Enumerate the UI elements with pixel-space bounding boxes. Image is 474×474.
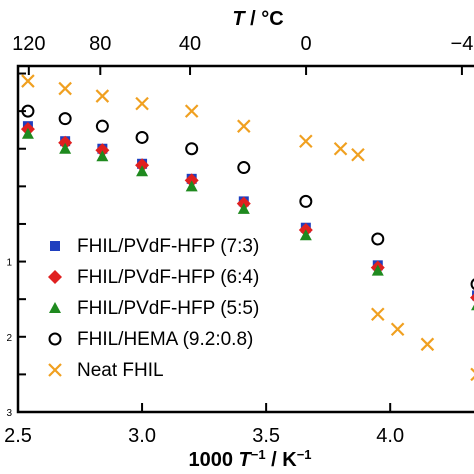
data-point xyxy=(95,89,110,103)
legend-label: FHIL/PVdF-HFP (5:5) xyxy=(77,298,259,319)
legend-marker xyxy=(49,302,61,313)
legend-item: FHIL/HEMA (9.2:0.8) xyxy=(48,329,253,350)
bottom-axis: 2.5 3.0 3.5 4.0 xyxy=(4,403,404,447)
series-1 xyxy=(20,122,474,302)
x-tick-label: 3.0 xyxy=(128,425,156,447)
data-point xyxy=(59,142,72,154)
x-stroke xyxy=(95,89,110,103)
legend-label: FHIL/PVdF-HFP (6:4) xyxy=(77,267,259,288)
x-stroke xyxy=(48,363,62,377)
data-point xyxy=(135,96,149,111)
top-tick-label: −4 xyxy=(451,33,474,55)
data-point xyxy=(184,104,199,118)
top-axis-title: T / °C xyxy=(232,8,283,30)
x-axis-title: 1000 T−1 / K−1 xyxy=(188,447,311,472)
x-tick-label: 4.0 xyxy=(376,425,404,447)
x-stroke xyxy=(135,96,149,111)
x-stroke xyxy=(420,337,435,352)
data-point xyxy=(390,322,405,337)
top-axis: 120 80 40 0 −4 xyxy=(12,33,473,75)
series-4 xyxy=(21,74,474,382)
data-point xyxy=(184,173,199,188)
top-tick-label: 0 xyxy=(301,33,312,55)
title-part: 1000 xyxy=(188,449,238,471)
data-point xyxy=(237,202,250,214)
x-tick-label: 2.5 xyxy=(4,425,32,447)
title-part: −1 xyxy=(297,447,312,462)
data-point xyxy=(21,104,35,118)
left-axis: 1 2 3 xyxy=(6,72,26,419)
data-point xyxy=(351,147,365,162)
legend-marker xyxy=(48,332,62,346)
x-stroke xyxy=(333,141,348,156)
legend-label: FHIL/HEMA (9.2:0.8) xyxy=(77,329,253,350)
x-stroke xyxy=(21,74,35,88)
data-point xyxy=(21,127,34,139)
data-point xyxy=(470,293,474,302)
legend-label: FHIL/PVdF-HFP (7:3) xyxy=(77,236,259,257)
legend-item: Neat FHIL xyxy=(48,360,164,381)
x-tick-label: 3.5 xyxy=(252,425,280,447)
data-point xyxy=(135,158,150,173)
data-point xyxy=(299,194,313,208)
data-point xyxy=(135,130,149,144)
x-stroke xyxy=(470,367,474,373)
series-2 xyxy=(21,127,474,311)
legend-marker xyxy=(50,241,60,251)
title-part: / K xyxy=(266,449,298,471)
x-stroke xyxy=(371,307,385,321)
legend-item: FHIL/PVdF-HFP (7:3) xyxy=(50,236,259,257)
title-part: T xyxy=(239,449,253,471)
markers xyxy=(20,74,474,382)
top-tick-label: 40 xyxy=(179,33,201,55)
data-point xyxy=(237,119,251,133)
y-tick-label: 3 xyxy=(6,408,12,419)
legend-marker xyxy=(48,363,62,377)
data-point xyxy=(470,367,474,382)
y-tick-label: 2 xyxy=(6,333,12,344)
x-stroke xyxy=(390,322,405,337)
data-point xyxy=(58,112,72,126)
data-point xyxy=(299,229,312,241)
data-point xyxy=(371,264,384,276)
data-point xyxy=(299,134,313,148)
x-stroke xyxy=(184,104,199,118)
y-tick-label: 1 xyxy=(6,258,12,269)
title-part: T xyxy=(232,8,246,30)
x-stroke xyxy=(237,119,251,133)
title-part: / °C xyxy=(245,8,284,30)
data-point xyxy=(470,278,474,290)
data-point xyxy=(471,304,474,311)
data-point xyxy=(21,74,35,88)
x-stroke xyxy=(470,375,474,382)
plot-frame xyxy=(16,64,474,414)
series-3 xyxy=(21,104,474,290)
legend-marker xyxy=(48,270,62,284)
top-tick-label: 120 xyxy=(12,33,45,55)
x-stroke xyxy=(299,134,313,148)
data-point xyxy=(185,180,198,192)
data-point xyxy=(371,307,385,321)
data-point xyxy=(333,141,348,156)
data-point xyxy=(371,232,385,246)
title-part: −1 xyxy=(251,447,266,462)
data-point xyxy=(58,81,72,96)
legend-label: Neat FHIL xyxy=(77,360,164,381)
top-tick-label: 80 xyxy=(89,33,111,55)
data-point xyxy=(58,135,73,150)
x-stroke xyxy=(58,81,72,96)
legend-item: FHIL/PVdF-HFP (6:4) xyxy=(48,267,259,288)
data-point xyxy=(420,337,435,352)
data-point xyxy=(185,142,199,156)
data-point xyxy=(96,150,109,162)
legend: FHIL/PVdF-HFP (7:3) FHIL/PVdF-HFP (6:4) FH… xyxy=(48,236,259,381)
x-stroke xyxy=(351,147,365,162)
data-point xyxy=(95,119,109,133)
data-point xyxy=(237,161,251,175)
data-point xyxy=(136,165,149,177)
legend-item: FHIL/PVdF-HFP (5:5) xyxy=(49,298,259,319)
data-point xyxy=(95,143,110,158)
